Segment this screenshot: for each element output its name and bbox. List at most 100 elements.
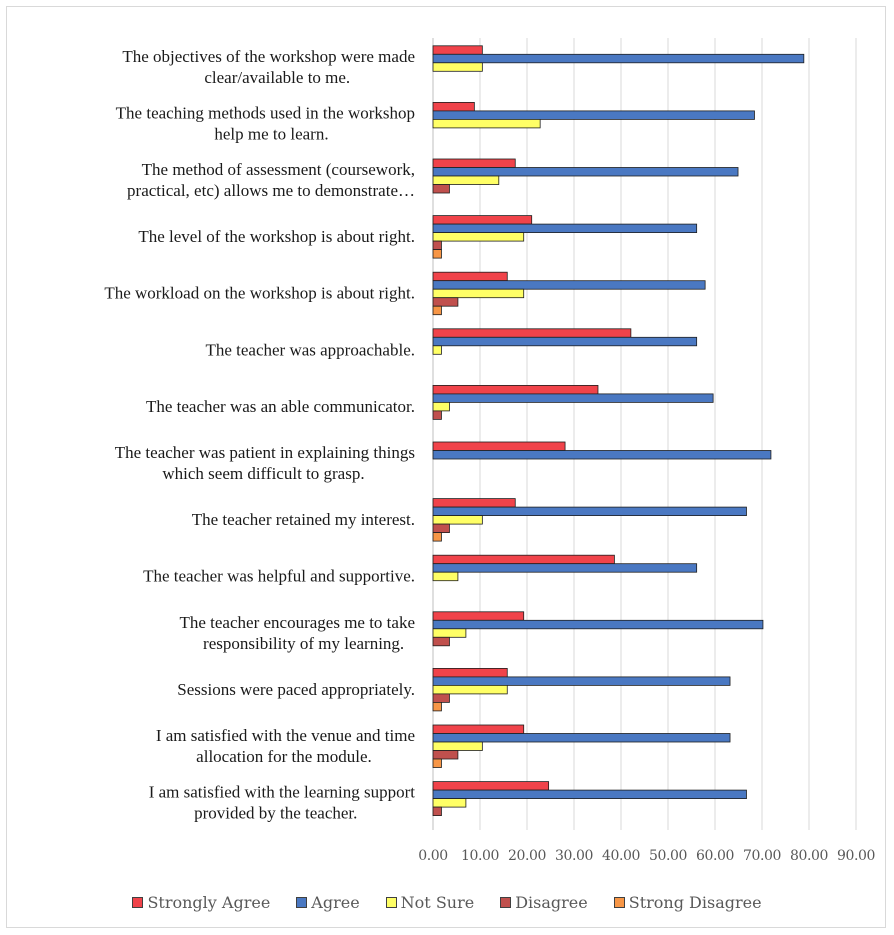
legend-swatch xyxy=(132,897,144,908)
category-label: I am satisfied with the venue and time al… xyxy=(156,726,415,766)
bar-not-sure xyxy=(432,175,500,185)
category-label: The teacher encourages me to take respons… xyxy=(179,613,415,653)
x-tick-label: 30.00 xyxy=(555,848,593,864)
bar-strongly-agree xyxy=(432,611,525,621)
bar-strongly-agree xyxy=(432,384,599,395)
bar-strongly-agree xyxy=(432,158,516,168)
category-label: The teaching methods used in the worksho… xyxy=(116,103,415,143)
category-label: The level of the workshop is about right… xyxy=(138,227,415,246)
bar-strongly-agree xyxy=(432,441,566,451)
bar-not-sure xyxy=(432,628,467,638)
bar-not-sure xyxy=(432,685,508,695)
category-labels: The objectives of the workshop were made… xyxy=(104,47,415,823)
bar-not-sure xyxy=(432,741,483,751)
legend-label: Strongly Agree xyxy=(147,893,271,912)
bar-disagree xyxy=(432,806,442,816)
bars xyxy=(432,45,805,816)
bar-agree xyxy=(432,733,731,743)
category-label: The teacher retained my interest. xyxy=(192,510,415,529)
bar-agree xyxy=(432,53,805,64)
bar-agree xyxy=(432,336,698,347)
bar-strong-disagree xyxy=(432,758,442,768)
bar-agree xyxy=(432,563,698,573)
category-label: The method of assessment (coursework, pra… xyxy=(127,160,415,200)
bar-agree xyxy=(432,506,747,517)
bar-strong-disagree xyxy=(432,249,442,259)
bar-agree xyxy=(432,619,764,630)
bar-strongly-agree xyxy=(432,781,550,791)
category-label: The teacher was patient in explaining th… xyxy=(115,443,415,483)
legend-item: Strongly Agree xyxy=(132,893,270,912)
x-tick-label: 80.00 xyxy=(790,848,828,864)
legend-swatch xyxy=(613,897,625,908)
category-label: The teacher was helpful and supportive. xyxy=(143,567,415,586)
legend-item: Strong Disagree xyxy=(613,893,762,912)
x-tick-label: 90.00 xyxy=(837,848,875,864)
bar-agree xyxy=(432,280,706,290)
bar-agree xyxy=(432,393,714,403)
bar-not-sure xyxy=(432,119,541,129)
legend-item: Agree xyxy=(296,893,360,912)
category-label: The teacher was an able communicator. xyxy=(146,397,415,416)
x-tick-label: 10.00 xyxy=(461,848,499,864)
bar-agree xyxy=(432,450,772,460)
bar-strongly-agree xyxy=(432,215,533,225)
bar-disagree xyxy=(432,240,442,251)
chart-frame xyxy=(6,6,886,928)
bar-agree xyxy=(432,676,731,686)
bar-disagree xyxy=(432,636,450,647)
bar-strong-disagree xyxy=(432,532,442,542)
bar-agree xyxy=(432,789,747,799)
legend-swatch xyxy=(385,897,397,908)
bar-strong-disagree xyxy=(432,702,442,712)
legend-label: Not Sure xyxy=(400,893,475,912)
bar-strongly-agree xyxy=(432,45,483,55)
bar-strongly-agree xyxy=(432,554,615,565)
legend-item: Not Sure xyxy=(385,893,475,912)
bar-disagree xyxy=(432,410,442,420)
legend-label: Disagree xyxy=(515,893,588,912)
bar-not-sure xyxy=(432,345,442,355)
bar-disagree xyxy=(432,693,450,703)
category-label: The teacher was approachable. xyxy=(205,340,415,359)
bar-not-sure xyxy=(432,401,450,412)
x-tick-label: 50.00 xyxy=(649,848,687,864)
bar-strongly-agree xyxy=(432,328,632,338)
bar-strong-disagree xyxy=(432,305,442,316)
bar-agree xyxy=(432,167,739,177)
x-tick-label: 60.00 xyxy=(696,848,734,864)
bar-not-sure xyxy=(432,798,467,808)
bar-disagree xyxy=(432,523,450,533)
bar-strongly-agree xyxy=(432,668,508,678)
category-label: Sessions were paced appropriately. xyxy=(177,680,415,699)
x-tick-label: 20.00 xyxy=(508,848,546,864)
legend-swatch xyxy=(296,897,308,908)
category-label: The workload on the workshop is about ri… xyxy=(104,284,415,303)
x-tick-labels: 0.00 10.00 20.00 30.00 40.00 50.00 60.00 70.00 8… xyxy=(418,848,875,864)
bar-strongly-agree xyxy=(432,102,475,112)
bar-not-sure xyxy=(432,515,483,525)
bar-agree xyxy=(432,223,698,234)
bar-agree xyxy=(432,110,755,120)
bar-disagree xyxy=(432,297,459,307)
legend-item: Disagree xyxy=(500,893,588,912)
bar-strongly-agree xyxy=(432,724,525,734)
x-tick-label: 70.00 xyxy=(743,848,781,864)
x-tick-label: 0.00 xyxy=(418,848,448,864)
legend-label: Agree xyxy=(311,893,360,912)
bar-not-sure xyxy=(432,232,525,242)
bar-strongly-agree xyxy=(432,271,508,282)
x-tick-label: 40.00 xyxy=(602,848,640,864)
gridlines xyxy=(432,38,857,830)
bar-chart: The objectives of the workshop were made… xyxy=(104,38,875,864)
bar-disagree xyxy=(432,184,450,194)
bar-disagree xyxy=(432,750,459,760)
bar-not-sure xyxy=(432,62,483,72)
bar-not-sure xyxy=(432,288,525,299)
bar-not-sure xyxy=(432,571,459,582)
legend-swatch xyxy=(500,897,512,908)
category-label: I am satisfied with the learning support… xyxy=(149,783,416,823)
category-label: The objectives of the workshop were made… xyxy=(122,47,415,87)
bar-strongly-agree xyxy=(432,498,516,508)
legend-label: Strong Disagree xyxy=(628,893,762,912)
